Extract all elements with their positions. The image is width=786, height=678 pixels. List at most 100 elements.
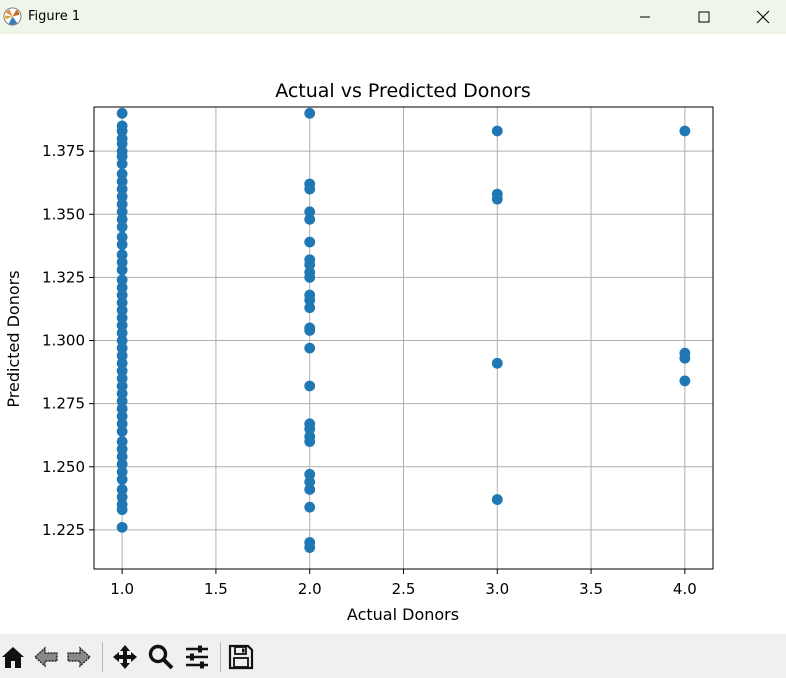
scatter-point [116, 198, 128, 210]
scatter-point [116, 176, 128, 187]
scatter-point [116, 350, 128, 362]
scatter-chart: 1.0 1.5 2.0 2.5 3.0 3.5 4.0 1.225 1.250 1.275 1.3… [4, 80, 714, 624]
scatter-point [116, 327, 128, 339]
scatter-point [116, 521, 128, 533]
scatter-point [304, 423, 316, 435]
scatter-point [116, 264, 128, 276]
configure-subplots-button[interactable] [184, 644, 210, 670]
scatter-point [116, 410, 128, 422]
scatter-point [491, 125, 503, 137]
scatter-point [679, 375, 691, 387]
toolbar-separator [220, 642, 221, 672]
scatter-point [116, 504, 128, 516]
scatter-point [304, 484, 316, 495]
scatter-point [116, 158, 128, 170]
window-titlebar: Figure 1 [0, 0, 786, 34]
scatter-point [116, 183, 128, 195]
y-tick-label: 1.300 [42, 332, 85, 350]
maximize-button[interactable] [675, 0, 733, 34]
scatter-point [304, 183, 316, 195]
scatter-point [679, 352, 691, 364]
scatter-point [116, 138, 128, 150]
scatter-point [116, 125, 128, 137]
scatter-point [116, 357, 128, 369]
grid-lines [94, 107, 713, 569]
forward-arrow-icon [67, 646, 92, 668]
scatter-point [116, 206, 128, 218]
y-tick-label: 1.225 [42, 521, 85, 539]
scatter-point [116, 150, 128, 162]
x-tick-label: 1.5 [204, 580, 228, 598]
scatter-point [116, 436, 128, 447]
scatter-point [304, 294, 316, 306]
minimize-icon [640, 16, 650, 18]
scatter-point [116, 473, 128, 485]
pan-move-icon [113, 645, 137, 669]
scatter-point [304, 325, 316, 336]
zoom-magnifier-icon [148, 644, 174, 670]
x-tick-label: 2.5 [392, 580, 416, 598]
x-axis-ticks: 1.0 1.5 2.0 2.5 3.0 3.5 4.0 [110, 569, 697, 598]
scatter-point [116, 319, 128, 331]
configure-subplots-icon [186, 645, 208, 669]
scatter-point [491, 193, 503, 205]
scatter-point [304, 501, 316, 513]
home-button[interactable] [0, 644, 26, 670]
scatter-point [304, 302, 316, 314]
x-tick-label: 2.0 [298, 580, 322, 598]
maximize-icon [698, 11, 710, 23]
scatter-point [116, 458, 128, 470]
scatter-point [304, 342, 316, 354]
x-axis-label: Actual Donors [347, 605, 459, 624]
y-tick-label: 1.275 [42, 395, 85, 413]
save-floppy-icon [228, 644, 254, 670]
scatter-point [304, 272, 316, 283]
scatter-point [116, 395, 128, 407]
back-button[interactable] [33, 644, 59, 670]
zoom-button[interactable] [148, 644, 174, 670]
scatter-point [679, 125, 691, 137]
scatter-point [304, 213, 316, 225]
scatter-point [116, 304, 128, 316]
scatter-point [116, 231, 128, 243]
x-tick-label: 3.0 [485, 580, 509, 598]
close-icon [756, 10, 770, 24]
minimize-button[interactable] [616, 0, 674, 34]
scatter-point [116, 239, 128, 250]
scatter-point [304, 436, 316, 447]
scatter-point [116, 168, 128, 180]
scatter-points [116, 107, 691, 553]
scatter-point [116, 403, 128, 415]
figure-canvas[interactable]: 1.0 1.5 2.0 2.5 3.0 3.5 4.0 1.225 1.250 1.275 1.3… [0, 34, 786, 634]
y-axis-label: Predicted Donors [4, 270, 23, 407]
scatter-point [116, 274, 128, 286]
scatter-point [116, 289, 128, 301]
scatter-point [491, 494, 503, 505]
scatter-point [116, 221, 128, 233]
pan-button[interactable] [112, 644, 138, 670]
scatter-point [491, 357, 503, 369]
scatter-point [304, 542, 316, 553]
scatter-point [116, 249, 128, 261]
save-button[interactable] [228, 644, 254, 670]
matplotlib-app-icon [3, 7, 22, 26]
scatter-point [116, 466, 128, 478]
scatter-point [116, 372, 128, 384]
scatter-point [304, 259, 316, 271]
scatter-point [116, 335, 128, 346]
scatter-point [304, 206, 316, 218]
scatter-point [116, 388, 128, 399]
scatter-point [304, 236, 316, 248]
scatter-point [116, 256, 128, 268]
forward-button[interactable] [66, 644, 92, 670]
scatter-point [116, 282, 128, 293]
scatter-point [116, 191, 128, 203]
navigation-toolbar [0, 634, 786, 678]
close-button[interactable] [734, 0, 786, 34]
scatter-point [116, 297, 128, 309]
toolbar-separator [102, 642, 103, 672]
scatter-point [116, 491, 128, 503]
x-tick-label: 4.0 [673, 580, 697, 598]
y-tick-label: 1.250 [42, 458, 85, 476]
scatter-point [116, 418, 128, 430]
